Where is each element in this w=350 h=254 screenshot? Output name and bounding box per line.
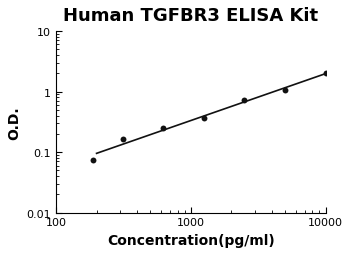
Point — [282, 88, 288, 92]
Point — [120, 137, 126, 141]
Point — [241, 99, 247, 103]
X-axis label: Concentration(pg/ml): Concentration(pg/ml) — [107, 233, 275, 247]
Point — [160, 126, 166, 131]
Title: Human TGFBR3 ELISA Kit: Human TGFBR3 ELISA Kit — [63, 7, 319, 25]
Point — [323, 72, 328, 76]
Point — [90, 158, 96, 162]
Y-axis label: O.D.: O.D. — [7, 106, 21, 139]
Point — [201, 117, 206, 121]
